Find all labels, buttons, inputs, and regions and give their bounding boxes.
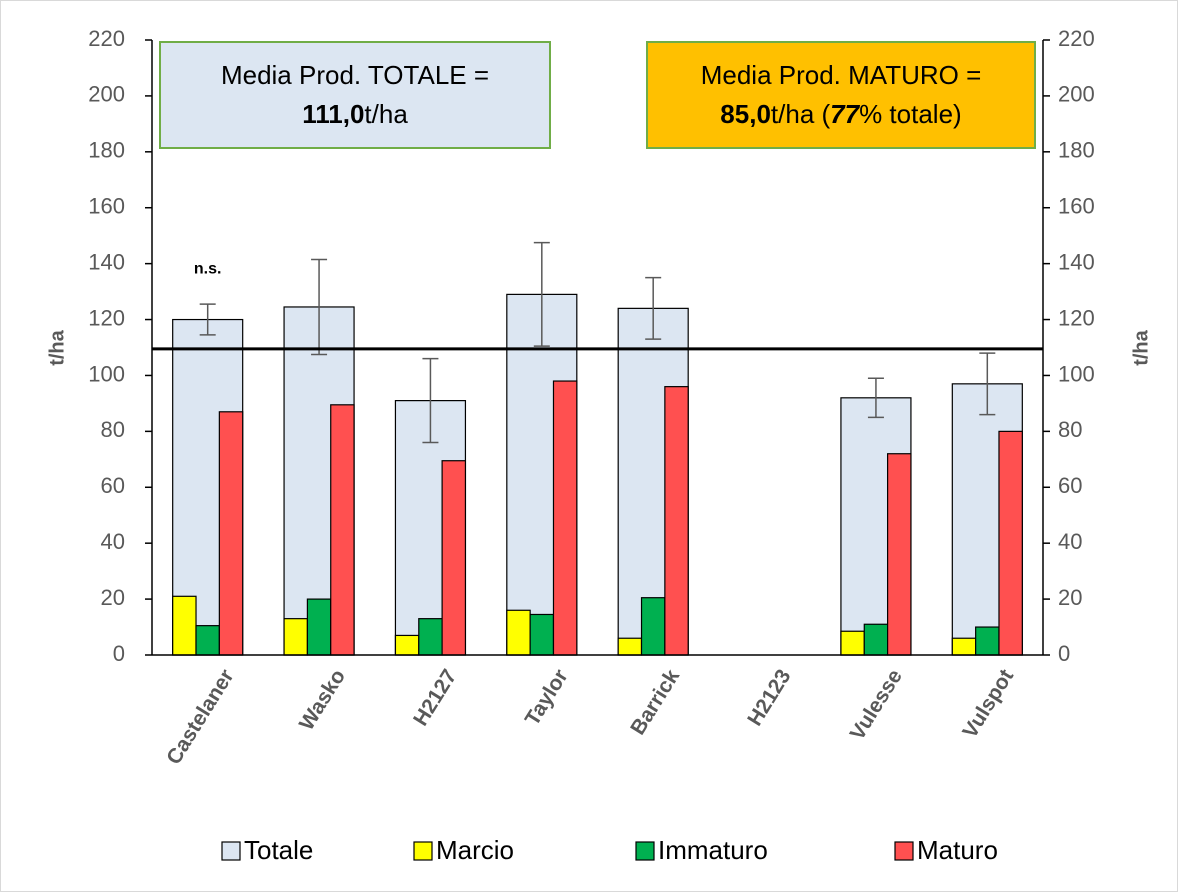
y2-tick-label: 0 xyxy=(1058,641,1070,666)
bar xyxy=(640,597,666,656)
bar xyxy=(283,618,308,656)
y2-tick-label: 180 xyxy=(1058,138,1095,163)
legend-swatch xyxy=(413,841,433,861)
y-tick-label: 140 xyxy=(88,249,125,274)
y2-tick-label: 100 xyxy=(1058,361,1095,386)
bar xyxy=(887,453,912,656)
legend-swatch xyxy=(635,841,655,861)
y2-tick-label: 200 xyxy=(1058,82,1095,107)
bar xyxy=(195,625,220,656)
bar xyxy=(863,623,889,656)
y2-tick-label: 80 xyxy=(1058,417,1082,442)
bar xyxy=(306,598,332,656)
annotation: n.s. xyxy=(194,260,222,277)
bar xyxy=(529,613,555,656)
box-unit: t/ha ( xyxy=(771,99,831,129)
y-tick-label: 200 xyxy=(88,82,125,107)
y2-tick-label: 20 xyxy=(1058,585,1082,610)
y-tick-label: 100 xyxy=(88,361,125,386)
legend-swatch xyxy=(221,841,241,861)
y-tick-label: 180 xyxy=(88,138,125,163)
error-bar xyxy=(979,352,996,416)
box-text: Media Prod. TOTALE = xyxy=(221,60,489,90)
y-tick-label: 20 xyxy=(101,585,125,610)
bar xyxy=(998,430,1023,656)
bar xyxy=(840,630,865,656)
legend-label: Immaturo xyxy=(658,835,768,865)
box-value: 111,0 xyxy=(302,99,364,129)
y-tick-label: 40 xyxy=(101,529,125,554)
y-tick-label: 80 xyxy=(101,417,125,442)
y-tick-label: 220 xyxy=(88,26,125,51)
text-box xyxy=(159,41,551,149)
bar xyxy=(506,609,531,656)
error-bar xyxy=(645,276,662,340)
legend-label: Maturo xyxy=(917,835,998,865)
y2-tick-label: 160 xyxy=(1058,194,1095,219)
text-box xyxy=(646,41,1036,149)
y-axis-label: t/ha xyxy=(46,329,68,365)
box-value: 85,0 xyxy=(720,99,771,129)
y2-tick-label: 220 xyxy=(1058,26,1095,51)
y2-axis-label: t/ha xyxy=(1130,329,1152,365)
error-bar xyxy=(533,241,550,347)
box-text: 111,0t/ha xyxy=(302,99,408,129)
bar xyxy=(418,618,443,656)
y-tick-label: 60 xyxy=(101,473,125,498)
bar xyxy=(975,626,1000,656)
bar xyxy=(394,634,420,656)
bar xyxy=(951,637,977,656)
bar xyxy=(172,595,197,656)
legend-label: Marcio xyxy=(436,835,514,865)
bar xyxy=(330,404,355,656)
bar xyxy=(617,637,643,656)
error-bar xyxy=(422,357,439,444)
box-pct: 77 xyxy=(830,99,860,129)
legend-swatch xyxy=(894,841,914,861)
legend-label: Totale xyxy=(244,835,313,865)
bar xyxy=(218,411,244,656)
bar xyxy=(552,380,578,656)
plot-area: 0 20 40 60 80 100 120 140 160 180 200 220 0 20 40 60 80 1… xyxy=(88,26,1094,865)
y-tick-label: 160 xyxy=(88,194,125,219)
bar xyxy=(441,460,467,656)
y2-tick-label: 120 xyxy=(1058,305,1095,330)
box-rest: % totale) xyxy=(859,99,962,129)
y2-tick-label: 40 xyxy=(1058,529,1082,554)
y-tick-label: 0 xyxy=(113,641,125,666)
box-text: 85,0t/ha (77% totale) xyxy=(720,99,961,129)
y-tick-label: 120 xyxy=(88,305,125,330)
error-bar xyxy=(867,377,884,419)
y2-tick-label: 60 xyxy=(1058,473,1082,498)
error-bar xyxy=(311,258,328,356)
bar xyxy=(664,386,689,656)
box-text: Media Prod. MATURO = xyxy=(701,60,982,90)
y2-tick-label: 140 xyxy=(1058,249,1095,274)
box-unit: t/ha xyxy=(364,99,408,129)
error-bar xyxy=(199,303,216,336)
